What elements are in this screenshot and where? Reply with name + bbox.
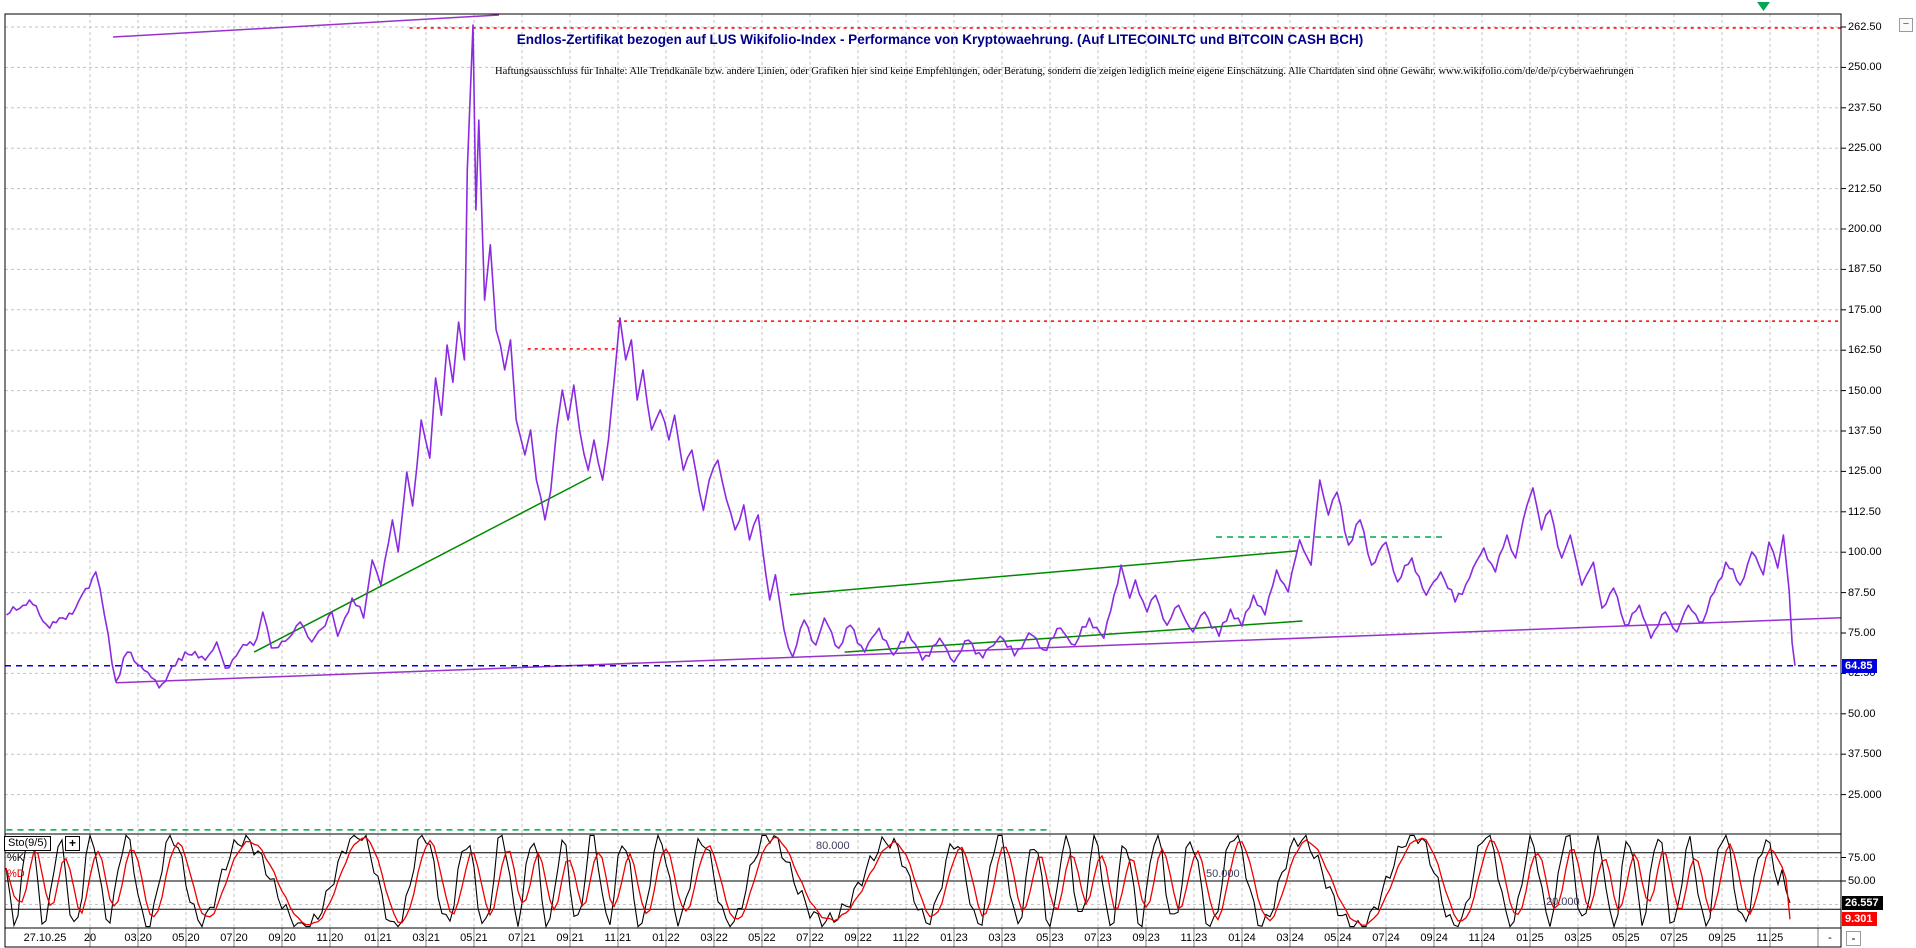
stochastic-k-label: %K xyxy=(7,852,25,864)
x-axis-label: 11.23 xyxy=(1180,932,1208,944)
indicator-name-box: Sto(9/5) xyxy=(4,836,52,851)
green-trendline-upper-2022-2024 xyxy=(789,550,1297,596)
x-axis-label: 09.20 xyxy=(268,932,296,944)
y-axis-label: 125.00 xyxy=(1848,465,1882,478)
stochastic-level-label: 80.000 xyxy=(816,839,850,852)
stochastic-k-marker: 26.557 xyxy=(1842,896,1883,910)
x-axis-label: 27.10.25 xyxy=(23,932,67,944)
y-axis-label: 112.50 xyxy=(1848,505,1881,518)
x-axis-label: 01.24 xyxy=(1228,932,1256,944)
y-axis-label: 87.50 xyxy=(1848,586,1876,599)
y-axis-label: 250.00 xyxy=(1848,61,1882,74)
collapse-panel-button[interactable]: − xyxy=(1899,18,1913,32)
y-axis-label: 100.00 xyxy=(1848,546,1882,559)
x-axis-label: 11.24 xyxy=(1468,932,1496,944)
stochastic-d-marker: 9.301 xyxy=(1842,912,1877,926)
y-axis-label: 175.00 xyxy=(1848,303,1882,316)
y-axis-label: 162.50 xyxy=(1848,344,1882,357)
y-axis-label: 25.000 xyxy=(1848,788,1882,801)
x-axis-label: 07.20 xyxy=(220,932,248,944)
x-axis-label: 03.25 xyxy=(1564,932,1592,944)
y-axis-label: 150.00 xyxy=(1848,384,1882,397)
price-series-line xyxy=(6,24,1796,689)
x-axis-label: 11.22 xyxy=(892,932,920,944)
x-axis-label: 03.21 xyxy=(412,932,440,944)
y-axis-label: 262.50 xyxy=(1848,21,1882,33)
stochastic-d-line xyxy=(5,836,1791,926)
y-axis-label: 37.500 xyxy=(1848,748,1882,761)
y-axis-label: 237.50 xyxy=(1848,101,1882,114)
x-axis-label: 05.21 xyxy=(460,932,488,944)
y-axis-label: 187.50 xyxy=(1848,263,1882,276)
x-axis-label: 01.23 xyxy=(940,932,968,944)
y-axis-label: 50.00 xyxy=(1848,707,1876,720)
x-axis-label: 20 xyxy=(83,932,97,944)
x-axis-label: - xyxy=(1828,932,1832,944)
x-axis-label: 03.22 xyxy=(700,932,728,944)
x-axis-label: 07.21 xyxy=(508,932,536,944)
x-axis-label: 11.20 xyxy=(316,932,344,944)
x-axis-label: 03.20 xyxy=(124,932,152,944)
x-axis-label: 03.24 xyxy=(1276,932,1304,944)
x-axis-label: 01.25 xyxy=(1516,932,1544,944)
disclaimer-text: Haftungsausschluss für Inhalte: Alle Tre… xyxy=(495,66,1634,77)
x-axis-label: 11.25 xyxy=(1756,932,1784,944)
stochastic-level-label: 20.000 xyxy=(1546,896,1580,909)
x-axis-label: 09.21 xyxy=(556,932,584,944)
x-axis-label: 09.23 xyxy=(1132,932,1160,944)
x-axis-label: 01.22 xyxy=(652,932,680,944)
x-axis-label: 05.23 xyxy=(1036,932,1064,944)
y-axis-label: 225.00 xyxy=(1848,142,1882,155)
green-arrow-icon xyxy=(1757,2,1770,11)
x-axis-label: 09.24 xyxy=(1420,932,1448,944)
x-axis-label: 07.25 xyxy=(1660,932,1688,944)
stochastic-d-label: %D xyxy=(7,868,25,880)
green-trendline-lower-2022-2024 xyxy=(844,620,1303,653)
x-axis-label: 03.23 xyxy=(988,932,1016,944)
x-axis-label: 05.24 xyxy=(1324,932,1352,944)
indicator-add-button[interactable]: + xyxy=(65,836,80,851)
x-axis-label: 09.25 xyxy=(1708,932,1736,944)
upper-purple-trendline xyxy=(112,14,500,38)
x-axis-label: 07.23 xyxy=(1084,932,1112,944)
y-axis-label: 200.00 xyxy=(1848,223,1882,235)
x-axis-label: 05.25 xyxy=(1612,932,1640,944)
x-axis-label: 01.21 xyxy=(364,932,392,944)
x-axis-label: 07.22 xyxy=(796,932,824,944)
y-axis-label: 212.50 xyxy=(1848,182,1882,195)
x-axis-label: 09.22 xyxy=(844,932,872,944)
indicator-axis-label: 75.00 xyxy=(1848,851,1876,864)
x-axis-label: 05.20 xyxy=(172,932,200,944)
stochastic-level-label: 50.000 xyxy=(1206,868,1240,880)
y-axis-label: 137.50 xyxy=(1848,425,1882,437)
y-axis-label: 75.00 xyxy=(1848,627,1876,639)
stochastic-k-line xyxy=(5,833,1791,929)
green-trendline-2020-2021 xyxy=(253,476,592,653)
indicator-axis-label: 50.00 xyxy=(1848,875,1876,887)
x-axis-label: 07.24 xyxy=(1372,932,1400,944)
date-axis-frame xyxy=(4,927,1842,948)
axis-zoom-out-button[interactable]: - xyxy=(1846,931,1861,946)
lower-purple-trendline xyxy=(115,617,1842,684)
x-axis-label: 05.22 xyxy=(748,932,776,944)
x-axis-label: 11.21 xyxy=(604,932,632,944)
chart-title: Endlos-Zertifikat bezogen auf LUS Wikifo… xyxy=(516,32,1364,47)
last-price-marker: 64.85 xyxy=(1842,659,1877,673)
